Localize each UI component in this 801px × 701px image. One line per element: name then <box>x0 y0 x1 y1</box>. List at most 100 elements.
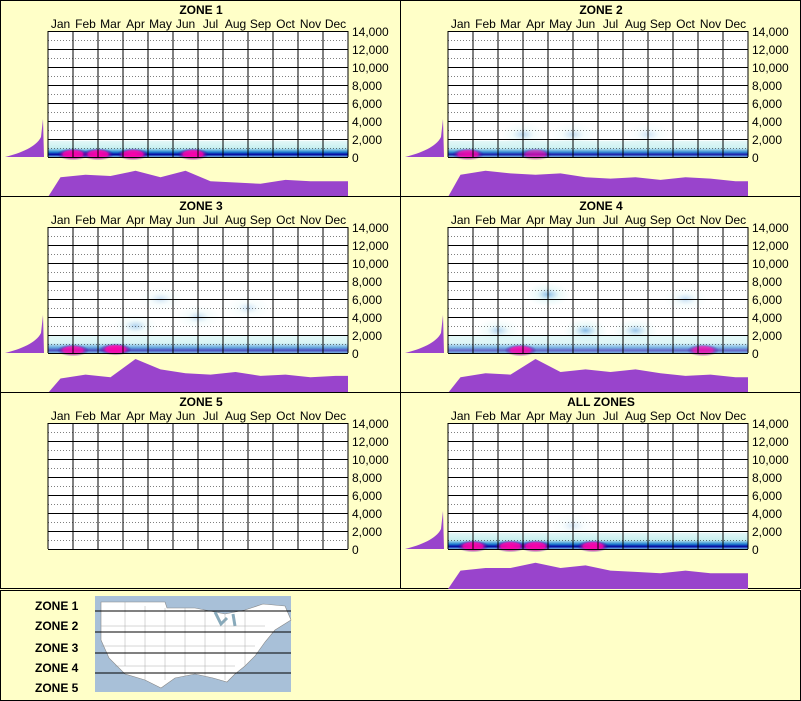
month-label: Dec <box>325 17 346 31</box>
chart-title: ZONE 2 <box>579 3 623 17</box>
month-label: Jan <box>51 213 70 227</box>
chart-title: ZONE 5 <box>179 395 223 409</box>
y-tick-label: 2,000 <box>352 329 382 343</box>
month-label: Jun <box>576 409 595 423</box>
month-label: Oct <box>676 409 695 423</box>
y-tick-label: 4,000 <box>752 507 782 521</box>
month-label: Jul <box>603 213 618 227</box>
y-tick-label: 2,000 <box>752 329 782 343</box>
month-label: Dec <box>325 409 346 423</box>
month-label: Mar <box>100 213 121 227</box>
month-label: Feb <box>475 213 496 227</box>
y-tick-label: 6,000 <box>752 293 782 307</box>
zone-label-4: ZONE 4 <box>35 661 79 675</box>
month-label: Jan <box>51 17 70 31</box>
month-label: Sep <box>250 213 272 227</box>
month-label: Jun <box>176 213 195 227</box>
month-label: Oct <box>276 213 295 227</box>
monthly-profile <box>48 170 348 197</box>
heatmap-chart: ZONE 5 Jan Feb Mar Apr May Jun Jul Aug Sep Oct Nov D… <box>47 395 389 557</box>
elevation-profile <box>5 315 44 353</box>
month-label: Nov <box>300 409 321 423</box>
zone-panel: ZONE 2 Jan Feb Mar Apr May Jun Jul Aug Sep Oct Nov D… <box>400 0 801 197</box>
month-label: Dec <box>725 213 746 227</box>
y-tick-label: 14,000 <box>352 25 389 39</box>
y-tick-label: 4,000 <box>752 311 782 325</box>
y-tick-label: 10,000 <box>752 61 789 75</box>
zone-panel: ZONE 3 Jan Feb Mar Apr May Jun Jul Aug Sep Oct Nov D… <box>0 196 401 393</box>
month-label: Nov <box>700 213 721 227</box>
y-tick-label: 10,000 <box>352 61 389 75</box>
month-label: Jan <box>51 409 70 423</box>
y-tick-label: 2,000 <box>352 525 382 539</box>
zone-label-2: ZONE 2 <box>35 619 79 633</box>
y-tick-label: 6,000 <box>352 489 382 503</box>
elevation-profile <box>405 315 444 353</box>
zone-panel: ZONE 5 Jan Feb Mar Apr May Jun Jul Aug Sep Oct Nov D… <box>0 392 401 589</box>
zone-label-5: ZONE 5 <box>35 681 79 695</box>
month-label: Nov <box>300 17 321 31</box>
month-label: Aug <box>225 409 246 423</box>
y-tick-label: 10,000 <box>352 257 389 271</box>
month-label: Dec <box>325 213 346 227</box>
y-tick-label: 14,000 <box>752 417 789 431</box>
heat-blob <box>113 314 158 338</box>
map-land <box>100 601 292 689</box>
y-tick-label: 6,000 <box>752 97 782 111</box>
elevation-profile <box>405 511 444 549</box>
y-tick-label: 4,000 <box>352 115 382 129</box>
month-label: Sep <box>250 17 272 31</box>
month-label: Apr <box>526 17 545 31</box>
y-tick-label: 10,000 <box>752 453 789 467</box>
month-label: Sep <box>650 213 672 227</box>
y-tick-label: 0 <box>752 151 759 165</box>
heatmap-chart: ZONE 4 Jan Feb Mar Apr May Jun Jul Aug Sep Oct Nov D… <box>405 199 789 393</box>
y-tick-label: 8,000 <box>752 471 782 485</box>
heat-blob <box>563 318 608 343</box>
month-label: Sep <box>650 409 672 423</box>
month-label: Mar <box>100 17 121 31</box>
zone-boundaries <box>95 610 291 674</box>
month-label: Aug <box>625 17 646 31</box>
y-tick-label: 6,000 <box>752 489 782 503</box>
month-label: Aug <box>225 213 246 227</box>
monthly-profile <box>48 359 348 393</box>
y-tick-label: 4,000 <box>352 507 382 521</box>
month-label: Apr <box>126 409 145 423</box>
month-label: Mar <box>100 409 121 423</box>
heat-hotspot <box>577 540 609 553</box>
month-label: Jan <box>451 409 470 423</box>
y-tick-label: 12,000 <box>752 435 789 449</box>
monthly-profile <box>448 359 748 393</box>
chart-title: ALL ZONES <box>567 395 635 409</box>
chart-title: ZONE 4 <box>579 199 623 213</box>
month-label: Feb <box>475 17 496 31</box>
y-tick-label: 4,000 <box>752 115 782 129</box>
month-label: May <box>549 409 572 423</box>
month-label: May <box>149 409 172 423</box>
y-tick-label: 8,000 <box>752 275 782 289</box>
zone-label-3: ZONE 3 <box>35 641 79 655</box>
month-label: Nov <box>300 213 321 227</box>
month-label: Oct <box>276 17 295 31</box>
month-label: Jul <box>603 17 618 31</box>
y-tick-label: 10,000 <box>752 257 789 271</box>
month-label: Jan <box>451 213 470 227</box>
month-label: Oct <box>676 213 695 227</box>
y-tick-label: 12,000 <box>752 43 789 57</box>
month-label: Dec <box>725 409 746 423</box>
heatmap-chart: ZONE 3 Jan Feb Mar Apr May Jun Jul Aug Sep Oct Nov D… <box>5 199 389 393</box>
month-label: May <box>149 17 172 31</box>
month-label: Apr <box>126 17 145 31</box>
month-label: Sep <box>650 17 672 31</box>
zone-panel: ALL ZONES Jan Feb Mar Apr May Jun Jul Aug Sep Oct N… <box>400 392 801 589</box>
month-label: Mar <box>500 409 521 423</box>
month-label: Oct <box>676 17 695 31</box>
month-label: Oct <box>276 409 295 423</box>
y-tick-label: 12,000 <box>752 239 789 253</box>
y-tick-label: 14,000 <box>352 221 389 235</box>
y-tick-label: 8,000 <box>352 79 382 93</box>
zone-label-1: ZONE 1 <box>35 599 79 613</box>
y-tick-label: 6,000 <box>352 97 382 111</box>
y-tick-label: 8,000 <box>752 79 782 93</box>
